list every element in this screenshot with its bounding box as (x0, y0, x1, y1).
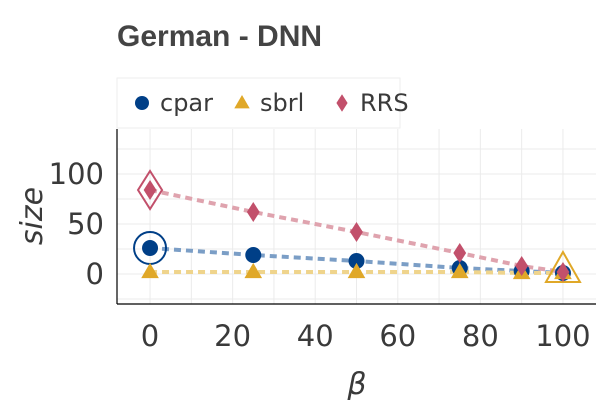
axes (116, 129, 596, 305)
data-point-sbrl (450, 262, 469, 279)
y-tick-label: 50 (67, 207, 104, 241)
x-tick-label: 100 (535, 319, 590, 353)
y-tick-label: 100 (49, 157, 104, 191)
legend-marker-rrs (336, 94, 348, 112)
data-point-cpar (245, 247, 262, 263)
data-point-rrs (515, 256, 529, 276)
data-point-sbrl (244, 262, 263, 279)
x-tick-label: 60 (379, 319, 416, 353)
x-tick-label: 20 (214, 319, 251, 353)
legend-box (116, 77, 401, 129)
x-tick-label: 80 (462, 319, 499, 353)
legend-marker-sbrl (234, 95, 250, 109)
y-axis-title: size (15, 187, 50, 245)
series-line-cpar (149, 246, 564, 275)
data-point-rrs (246, 202, 260, 222)
data-point-sbrl (347, 262, 366, 279)
legend-label-cpar: cpar (160, 89, 213, 117)
y-tick-label: 0 (86, 257, 104, 291)
data-point-cpar (348, 253, 365, 269)
data-point-rrs (453, 243, 467, 263)
legend: cpar sbrl RRS (116, 77, 409, 129)
x-axis-title: β (346, 367, 366, 400)
x-tick-label: 0 (141, 319, 159, 353)
data-point-rrs (143, 180, 157, 200)
chart-title: German - DNN (117, 20, 322, 53)
data-point-rrs (556, 262, 570, 282)
grid (117, 129, 596, 304)
series-markers (133, 169, 582, 283)
data-point-sbrl (141, 262, 159, 279)
highlight-marker-rrs (136, 169, 164, 211)
tick-labels: 0 20 40 60 80 100 0 50 100 (49, 157, 591, 353)
legend-label-sbrl: sbrl (260, 89, 304, 117)
x-tick-label: 40 (297, 319, 334, 353)
data-point-rrs (350, 222, 363, 242)
data-point-cpar (142, 240, 159, 256)
legend-label-rrs: RRS (360, 89, 409, 117)
legend-marker-cpar (135, 96, 149, 110)
